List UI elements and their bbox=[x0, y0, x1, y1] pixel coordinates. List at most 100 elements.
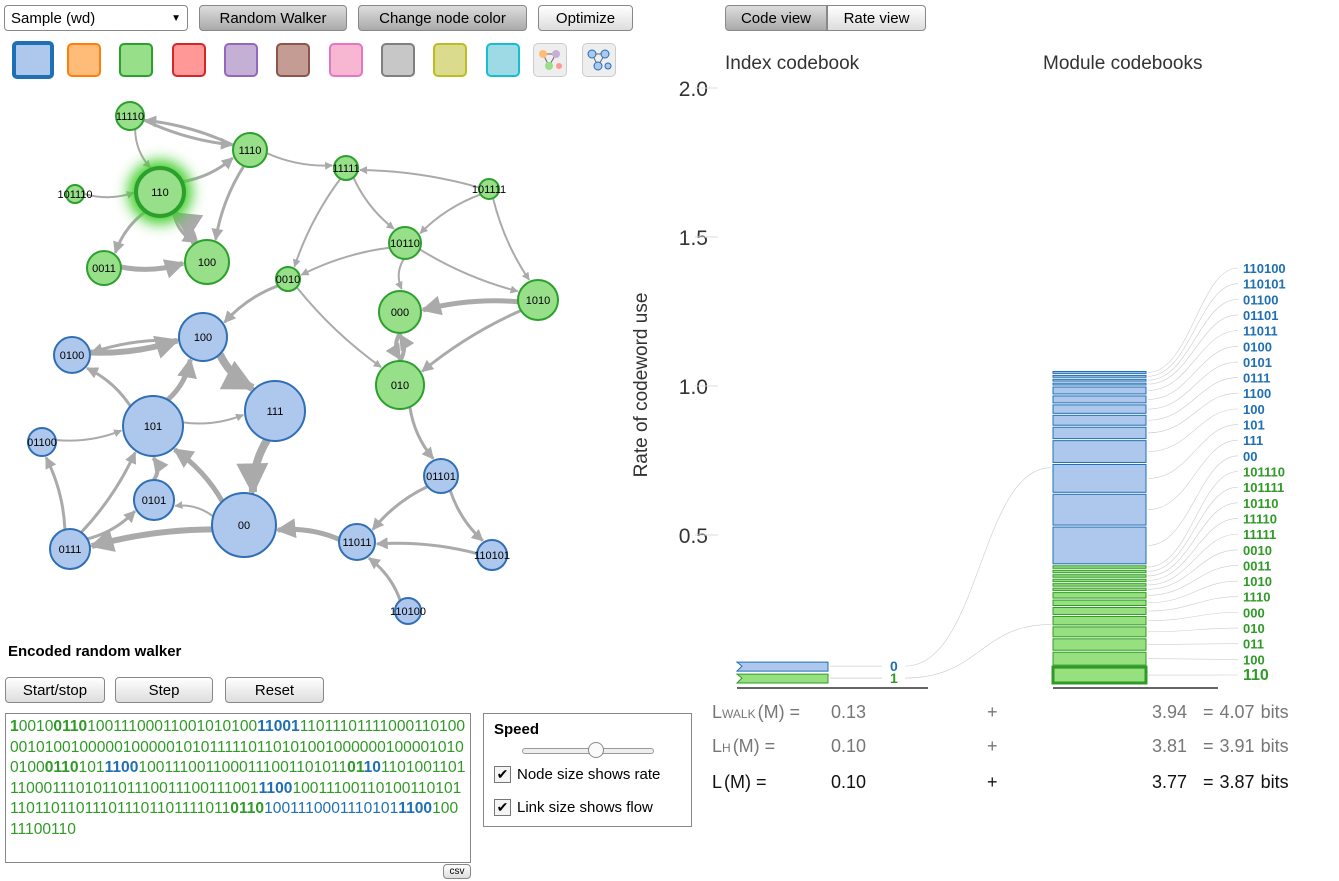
color-swatch[interactable] bbox=[433, 43, 467, 77]
button[interactable]: Random Walker bbox=[199, 5, 347, 31]
slider-knob[interactable] bbox=[588, 742, 604, 758]
module-bar bbox=[1052, 607, 1147, 615]
node[interactable] bbox=[49, 528, 91, 570]
icon-button[interactable] bbox=[582, 43, 616, 77]
color-swatch[interactable] bbox=[12, 41, 54, 79]
leader bbox=[1147, 471, 1239, 568]
node[interactable] bbox=[133, 479, 175, 521]
node[interactable] bbox=[65, 184, 85, 204]
module-codeword: 01100 bbox=[1243, 292, 1278, 307]
leader bbox=[1147, 580, 1239, 604]
total-length: = 4.07 bits bbox=[1203, 702, 1289, 723]
node[interactable] bbox=[333, 155, 359, 181]
node[interactable] bbox=[244, 380, 306, 442]
node-label: 110 bbox=[151, 187, 169, 199]
node-label: 100 bbox=[198, 257, 216, 269]
module-codeword: 11011 bbox=[1243, 324, 1278, 339]
node[interactable] bbox=[275, 266, 301, 292]
speed-slider[interactable] bbox=[522, 742, 654, 758]
color-swatch[interactable] bbox=[224, 43, 258, 77]
leader bbox=[1147, 627, 1239, 633]
node[interactable] bbox=[338, 523, 376, 561]
speed-label: Speed bbox=[494, 721, 540, 738]
button[interactable]: Start/stop bbox=[5, 677, 105, 703]
y-tick-label: 1.0 bbox=[679, 376, 708, 399]
leader bbox=[1147, 377, 1239, 421]
plus: + bbox=[987, 702, 998, 722]
network-select[interactable]: Sample (wd) ▼ bbox=[4, 5, 188, 31]
csv-button[interactable]: csv bbox=[443, 864, 471, 879]
node[interactable] bbox=[476, 539, 508, 571]
node[interactable] bbox=[378, 290, 422, 334]
tab[interactable]: Rate view bbox=[827, 5, 926, 31]
tab[interactable]: Code view bbox=[725, 5, 827, 31]
module-bar bbox=[1051, 665, 1148, 685]
node[interactable] bbox=[134, 166, 186, 218]
module-codeword: 111 bbox=[1243, 433, 1263, 448]
leader bbox=[1147, 533, 1239, 586]
color-swatch[interactable] bbox=[172, 43, 206, 77]
leader bbox=[1147, 424, 1239, 479]
node-label: 01101 bbox=[426, 471, 456, 483]
node[interactable] bbox=[184, 239, 230, 285]
node[interactable] bbox=[388, 226, 422, 260]
button[interactable]: Reset bbox=[225, 677, 324, 703]
button[interactable]: Change node color bbox=[358, 5, 527, 31]
leader bbox=[1147, 455, 1239, 546]
node[interactable] bbox=[122, 395, 184, 457]
unit: bits bbox=[1260, 772, 1289, 792]
unit: bits bbox=[1260, 702, 1289, 722]
module-codeword: 100 bbox=[1243, 652, 1265, 667]
node-label: 11110 bbox=[116, 111, 144, 123]
node[interactable] bbox=[211, 492, 277, 558]
node[interactable] bbox=[394, 597, 422, 625]
link bbox=[236, 437, 271, 496]
color-swatch[interactable] bbox=[67, 43, 101, 77]
node[interactable] bbox=[115, 101, 145, 131]
color-swatch[interactable] bbox=[329, 43, 363, 77]
node[interactable] bbox=[517, 279, 559, 321]
equals: = bbox=[1203, 702, 1214, 722]
checkbox[interactable]: ✔ Link size shows flow bbox=[494, 799, 653, 816]
color-swatch[interactable] bbox=[276, 43, 310, 77]
node[interactable] bbox=[86, 250, 122, 286]
code-segment: 100111 bbox=[264, 800, 314, 817]
module-codeword: 101 bbox=[1243, 418, 1265, 433]
link bbox=[375, 537, 478, 556]
node-label: 0111 bbox=[59, 544, 82, 556]
button[interactable]: Optimize bbox=[538, 5, 633, 31]
total: 4.07 bbox=[1219, 702, 1255, 722]
node[interactable] bbox=[375, 360, 425, 410]
module-codeword: 110100 bbox=[1243, 261, 1286, 276]
module-codeword: 11111 bbox=[1243, 527, 1276, 542]
code-segment: 1001110 bbox=[292, 779, 351, 797]
node[interactable] bbox=[423, 458, 459, 494]
color-swatch[interactable] bbox=[381, 43, 415, 77]
link bbox=[300, 246, 390, 276]
link bbox=[420, 295, 519, 316]
color-swatch[interactable] bbox=[119, 43, 153, 77]
module-codeword: 01101 bbox=[1243, 308, 1278, 323]
color-swatch[interactable] bbox=[486, 43, 520, 77]
node[interactable] bbox=[27, 427, 57, 457]
checkbox[interactable]: ✔ Node size shows rate bbox=[494, 766, 660, 783]
link bbox=[352, 177, 395, 230]
link bbox=[492, 197, 530, 281]
code-segment: 1100 bbox=[258, 779, 293, 797]
node[interactable] bbox=[178, 312, 228, 362]
node[interactable] bbox=[478, 178, 500, 200]
leader bbox=[1147, 267, 1239, 373]
module-bar bbox=[1052, 493, 1147, 526]
link bbox=[134, 129, 152, 169]
y-tick-label: 1.5 bbox=[679, 227, 708, 250]
node-label: 11111 bbox=[332, 163, 359, 175]
button[interactable]: Step bbox=[115, 677, 213, 703]
icon-button[interactable] bbox=[533, 43, 567, 77]
module-codeword: 011 bbox=[1243, 637, 1264, 652]
module-bar bbox=[1052, 651, 1147, 666]
index-bar bbox=[735, 673, 829, 684]
node[interactable] bbox=[53, 336, 91, 374]
leader bbox=[1147, 596, 1239, 612]
node[interactable] bbox=[232, 132, 268, 168]
